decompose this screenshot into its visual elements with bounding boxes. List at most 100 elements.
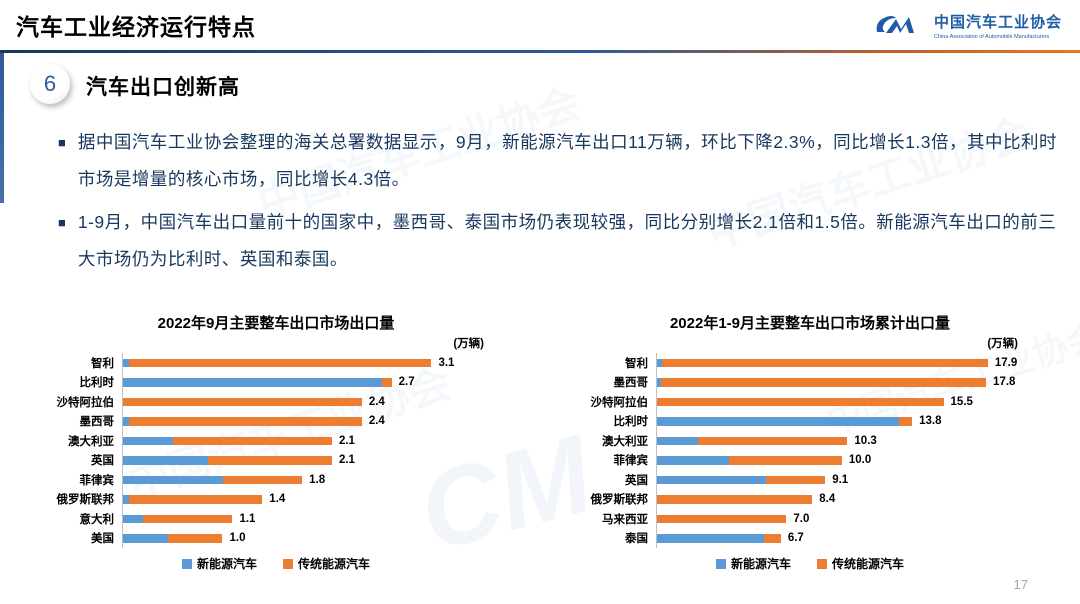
- bar-zone: 2.7: [122, 372, 526, 392]
- value-label: 1.8: [309, 473, 326, 486]
- bar-traditional-segment: [167, 534, 223, 543]
- bar-nev-segment: [123, 378, 382, 387]
- category-label: 比利时: [79, 377, 115, 390]
- bar-traditional-segment: [123, 397, 362, 406]
- bar-nev-segment: [657, 436, 698, 445]
- stacked-bar: [657, 514, 787, 523]
- bar-zone: 2.1: [122, 450, 526, 470]
- bar-traditional-segment: [657, 397, 944, 406]
- bullet-square-icon: ■: [58, 215, 66, 230]
- header: 汽车工业经济运行特点 中国汽车工业协会 China Association of…: [0, 0, 1080, 50]
- chart-row: 沙特阿拉伯 2.4: [26, 392, 526, 412]
- category-label: 菲律宾: [613, 455, 649, 468]
- cm-logo-icon: [874, 10, 926, 45]
- chart-unit-label: (万辆): [453, 338, 484, 350]
- category-label: 菲律宾: [79, 474, 115, 487]
- bar-traditional-segment: [128, 495, 263, 504]
- chart-row: 菲律宾 10.0: [560, 450, 1060, 470]
- category-label: 英国: [625, 474, 648, 487]
- stacked-bar: [123, 378, 392, 387]
- category-label: 意大利: [79, 513, 115, 526]
- bar-traditional-segment: [766, 475, 826, 484]
- category-label: 英国: [91, 455, 114, 468]
- stacked-bar: [123, 456, 332, 465]
- value-label: 2.1: [338, 454, 355, 467]
- bar-traditional-segment: [128, 358, 432, 367]
- chart-body: 智利 3.1 比利时 2.7 沙特阿拉伯 2.4 墨西哥 2.4 澳大利亚 2.1 英国 2.1 菲律宾…: [26, 353, 526, 548]
- stacked-bar: [123, 358, 432, 367]
- stacked-bar: [123, 436, 332, 445]
- category-label: 美国: [91, 533, 114, 546]
- org-logo-text: 中国汽车工业协会 China Association of Automobile…: [934, 15, 1062, 40]
- legend-item: 传统能源汽车: [283, 555, 370, 572]
- bar-traditional-segment: [222, 475, 303, 484]
- bar-nev-segment: [123, 475, 223, 484]
- bar-nev-segment: [657, 456, 730, 465]
- chart-row: 墨西哥 17.8: [560, 372, 1060, 392]
- chart-row: 马来西亚 7.0: [560, 509, 1060, 529]
- stacked-bar: [657, 378, 987, 387]
- page-number: 17: [1013, 577, 1028, 592]
- bullet-text: 1-9月，中国汽车出口量前十的国家中，墨西哥、泰国市场仍表现较强，同比分别增长2…: [77, 212, 1057, 269]
- legend-item: 新能源汽车: [181, 555, 257, 572]
- bar-zone: 17.9: [656, 353, 1060, 373]
- bar-nev-segment: [123, 358, 129, 367]
- stacked-bar: [123, 514, 233, 523]
- value-label: 6.7: [787, 532, 804, 545]
- bullet-square-icon: ■: [58, 135, 66, 150]
- bar-zone: 1.8: [122, 470, 526, 490]
- category-label: 智利: [625, 357, 648, 370]
- chart-row: 比利时 13.8: [560, 411, 1060, 431]
- legend-label: 传统能源汽车: [298, 557, 371, 571]
- bar-zone: 8.4: [656, 489, 1060, 509]
- chart-row: 菲律宾 1.8: [26, 470, 526, 490]
- value-label: 10.0: [848, 454, 872, 467]
- stacked-bar: [123, 495, 263, 504]
- chart-row: 泰国 6.7: [560, 528, 1060, 548]
- bar-zone: 1.0: [122, 528, 526, 548]
- charts-area: 2022年9月主要整车出口市场出口量 (万辆) 智利 3.1 比利时 2.7 沙特阿拉伯…: [26, 312, 1060, 572]
- category-label: 比利时: [613, 416, 649, 429]
- bar-traditional-segment: [657, 495, 813, 504]
- bar-zone: 7.0: [656, 509, 1060, 529]
- stacked-bar: [657, 417, 913, 426]
- legend-swatch-icon: [817, 558, 827, 569]
- value-label: 2.7: [398, 376, 415, 389]
- chart-row: 俄罗斯联邦 8.4: [560, 489, 1060, 509]
- value-label: 3.1: [438, 356, 455, 369]
- bar-traditional-segment: [899, 417, 913, 426]
- bar-traditional-segment: [657, 514, 787, 523]
- bar-traditional-segment: [142, 514, 233, 523]
- bar-traditional-segment: [764, 534, 781, 543]
- stacked-bar: [123, 475, 303, 484]
- chart-row: 智利 3.1: [26, 353, 526, 373]
- stacked-bar: [657, 436, 848, 445]
- chart-legend: 新能源汽车 传统能源汽车: [560, 555, 1060, 572]
- bar-zone: 9.1: [656, 470, 1060, 490]
- bar-zone: 17.8: [656, 372, 1060, 392]
- value-label: 2.4: [368, 395, 385, 408]
- chart-title: 2022年9月主要整车出口市场出口量: [157, 315, 395, 332]
- category-label: 沙特阿拉伯: [590, 396, 649, 409]
- bar-traditional-segment: [381, 378, 392, 387]
- legend-item: 传统能源汽车: [817, 555, 904, 572]
- bar-nev-segment: [123, 534, 168, 543]
- bar-nev-segment: [657, 417, 900, 426]
- category-label: 马来西亚: [602, 513, 648, 526]
- chart-row: 俄罗斯联邦 1.4: [26, 489, 526, 509]
- chart-row: 澳大利亚 10.3: [560, 431, 1060, 451]
- stacked-bar: [123, 397, 362, 406]
- bar-nev-segment: [657, 534, 765, 543]
- bar-nev-segment: [123, 436, 173, 445]
- bar-nev-segment: [123, 495, 129, 504]
- bar-nev-segment: [657, 475, 767, 484]
- chart-row: 英国 9.1: [560, 470, 1060, 490]
- value-label: 1.4: [269, 493, 286, 506]
- bar-zone: 1.1: [122, 509, 526, 529]
- bar-zone: 13.8: [656, 411, 1060, 431]
- category-label: 泰国: [625, 533, 648, 546]
- bar-zone: 6.7: [656, 528, 1060, 548]
- bar-zone: 1.4: [122, 489, 526, 509]
- header-divider: [0, 50, 1080, 53]
- value-label: 13.8: [919, 415, 942, 428]
